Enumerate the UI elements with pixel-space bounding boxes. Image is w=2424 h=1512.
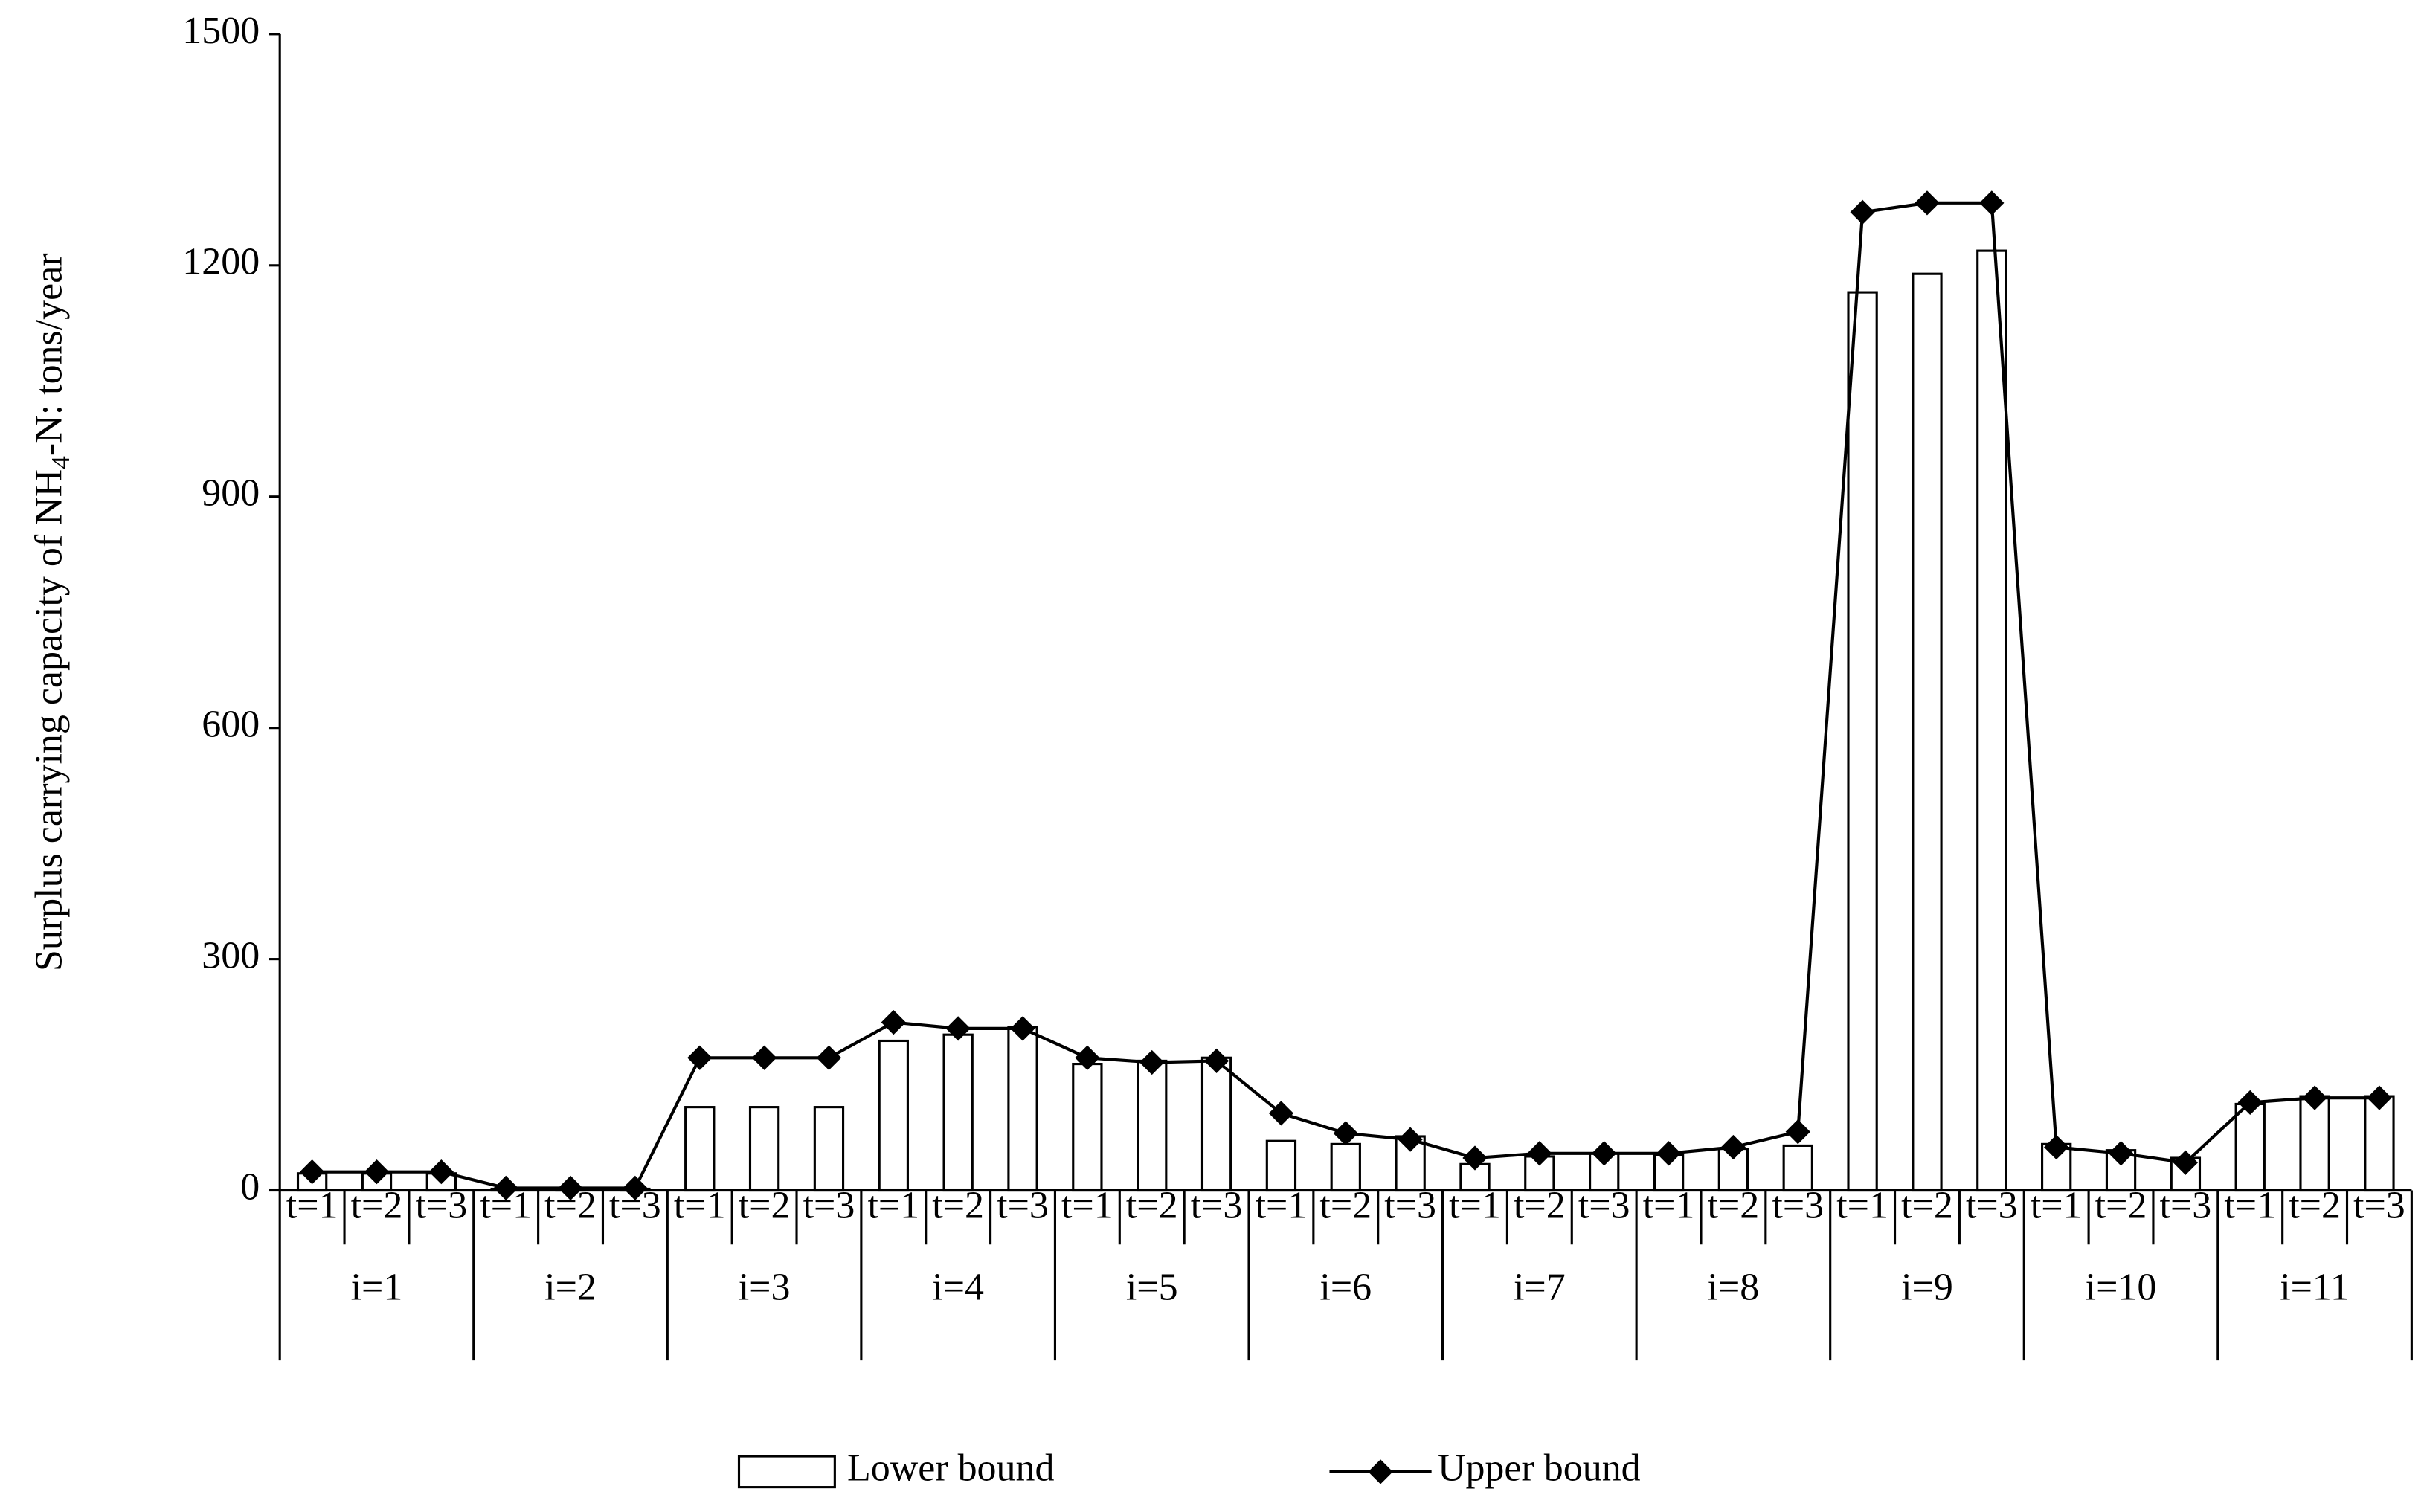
x-tick-label: t=3 (1966, 1184, 2018, 1226)
x-tick-label: t=2 (544, 1184, 597, 1226)
y-tick-label: 1200 (182, 241, 260, 283)
marker (816, 1045, 842, 1070)
bar (1072, 1063, 1103, 1192)
marker (1203, 1048, 1229, 1074)
x-tick-label: t=3 (2353, 1184, 2405, 1226)
x-tick-label: t=1 (674, 1184, 726, 1226)
group-label: i=11 (2280, 1267, 2350, 1309)
bar (1847, 291, 1878, 1192)
x-tick-label: t=3 (997, 1184, 1049, 1226)
legend-label: Upper bound (1438, 1447, 1641, 1490)
marker (1139, 1049, 1165, 1075)
legend-marker (1368, 1459, 1393, 1484)
marker (1333, 1121, 1358, 1146)
bar (942, 1033, 974, 1192)
x-tick-label: t=1 (2031, 1184, 2083, 1226)
y-tick-label: 900 (202, 472, 260, 515)
x-tick-label: t=2 (2095, 1184, 2147, 1226)
x-tick-label: t=1 (480, 1184, 532, 1226)
bar (1330, 1142, 1361, 1192)
x-tick-label: t=1 (1256, 1184, 1308, 1226)
marker (1268, 1101, 1294, 1126)
x-tick-label: t=3 (609, 1184, 661, 1226)
x-tick-label: t=2 (739, 1184, 791, 1226)
bar (2234, 1102, 2266, 1192)
x-tick-label: t=1 (1061, 1184, 1113, 1226)
bar (813, 1106, 845, 1192)
x-tick-label: t=1 (867, 1184, 919, 1226)
group-label: i=7 (1514, 1267, 1566, 1309)
bar (1200, 1056, 1232, 1192)
group-label: i=2 (544, 1267, 597, 1309)
bar (2299, 1095, 2330, 1192)
x-tick-label: t=2 (2289, 1184, 2341, 1226)
x-tick-label: t=3 (1578, 1184, 1630, 1226)
x-tick-label: t=3 (803, 1184, 855, 1226)
bar (2364, 1095, 2395, 1192)
x-tick-label: t=3 (1191, 1184, 1243, 1226)
legend-swatch (737, 1455, 836, 1489)
group-label: i=10 (2086, 1267, 2157, 1309)
bar (1137, 1059, 1168, 1192)
legend-label: Lower bound (847, 1447, 1054, 1490)
bar (1912, 272, 1943, 1192)
group-label: i=1 (351, 1267, 403, 1309)
bar (1782, 1144, 1813, 1192)
marker (751, 1045, 777, 1070)
y-tick-label: 300 (202, 935, 260, 977)
marker (2108, 1141, 2134, 1166)
x-tick-label: t=1 (1836, 1184, 1888, 1226)
marker (1979, 190, 2005, 216)
bar (1007, 1026, 1038, 1192)
marker (687, 1045, 713, 1070)
group-label: i=8 (1708, 1267, 1760, 1309)
y-tick-label: 1500 (182, 10, 260, 52)
y-axis-label-part: -N: tons/year (28, 253, 71, 456)
x-tick-label: t=3 (1384, 1184, 1436, 1226)
x-tick-label: t=2 (1708, 1184, 1760, 1226)
bar (1976, 249, 2007, 1192)
group-label: i=6 (1319, 1267, 1372, 1309)
x-tick-label: t=2 (1901, 1184, 1953, 1226)
x-tick-label: t=1 (2224, 1184, 2276, 1226)
group-label: i=5 (1126, 1267, 1178, 1309)
marker (1850, 199, 1875, 225)
group-label: i=3 (739, 1267, 791, 1309)
marker (1010, 1016, 1035, 1041)
group-label: i=4 (932, 1267, 984, 1309)
marker (2044, 1134, 2069, 1160)
y-tick-label: 0 (240, 1165, 260, 1208)
y-axis-label-subscript: 4 (46, 456, 75, 469)
marker (1785, 1119, 1810, 1145)
line (312, 201, 2379, 1190)
x-tick-label: t=2 (932, 1184, 984, 1226)
x-tick-label: t=2 (1319, 1184, 1372, 1226)
x-tick-label: t=2 (1126, 1184, 1178, 1226)
marker (1527, 1141, 1552, 1166)
marker (1075, 1045, 1100, 1070)
x-tick-label: t=3 (2160, 1184, 2212, 1226)
marker (945, 1016, 971, 1041)
x-tick-label: t=1 (1449, 1184, 1501, 1226)
bar (878, 1039, 909, 1192)
y-axis-label: Surplus carrying capacity of NH4-N: tons… (28, 253, 76, 971)
x-tick-label: t=2 (1514, 1184, 1566, 1226)
bar (1265, 1139, 1297, 1192)
marker (1398, 1127, 1423, 1152)
x-tick-label: t=3 (415, 1184, 467, 1226)
bar (684, 1106, 716, 1192)
x-tick-label: t=1 (286, 1184, 338, 1226)
x-tick-label: t=3 (1772, 1184, 1824, 1226)
y-tick-label: 600 (202, 704, 260, 746)
x-tick-label: t=2 (351, 1184, 403, 1226)
y-axis-label-part: Surplus carrying capacity of NH (28, 469, 71, 971)
marker (1915, 190, 1940, 216)
group-label: i=9 (1901, 1267, 1953, 1309)
marker (1656, 1141, 1682, 1166)
bar (748, 1106, 780, 1192)
x-tick-label: t=1 (1643, 1184, 1695, 1226)
marker (881, 1009, 906, 1035)
